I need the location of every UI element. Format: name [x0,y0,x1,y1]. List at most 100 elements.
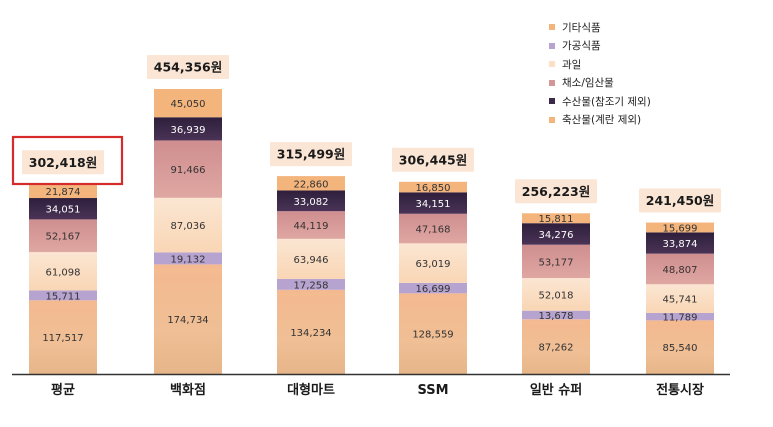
data-label: 16,699 [416,284,451,295]
data-label: 53,177 [539,257,574,268]
data-label: 34,276 [539,230,574,241]
bar-segment [154,197,222,253]
data-label: 34,151 [416,199,451,210]
data-label: 13,678 [539,311,574,322]
bar-segment [29,198,97,220]
legend-label: 과일 [562,58,582,71]
total-label: 241,450원 [646,193,714,208]
bar-segment [277,211,345,239]
data-label: 45,741 [663,295,698,306]
data-label: 48,807 [663,265,698,276]
bar-segment [29,252,97,291]
legend-swatch [549,24,555,31]
data-label: 85,540 [663,343,698,354]
legend-swatch [549,79,555,86]
bar-segment [646,232,714,254]
data-label: 117,517 [42,333,83,344]
data-label: 174,734 [167,315,208,326]
legend-swatch [549,42,555,49]
legend-item: 수산물(참조기 제외) [549,92,651,111]
total-label: 256,223원 [522,184,590,199]
total-label-background [22,150,104,175]
legend-item: 축산물(계란 제외) [549,111,651,130]
bar-segment [277,238,345,279]
bar-segment [29,290,97,301]
category-label: SSM [417,383,448,398]
legend-item: 채소/임산물 [549,74,651,93]
bar-segment [646,320,714,374]
data-label: 33,874 [663,239,698,250]
bar-segment [154,140,222,198]
legend-item: 기타식품 [549,18,651,37]
legend-swatch [549,61,555,68]
data-label: 22,860 [294,179,329,190]
legend-label: 축산물(계란 제외) [562,114,642,127]
bar-segment [29,219,97,253]
category-label: 일반 슈퍼 [530,382,582,398]
bar-segment [522,310,590,320]
data-label: 134,234 [290,328,331,339]
bar-segment [399,243,467,283]
bar-segment [522,278,590,311]
data-label: 21,874 [46,187,81,198]
bar-segment [399,192,467,214]
data-label: 36,939 [171,125,206,136]
legend-label: 수산물(참조기 제외) [562,95,651,108]
bar-segment [522,244,590,279]
data-label: 63,019 [416,259,451,270]
bar-segment [399,282,467,294]
bar-segment [277,190,345,212]
bar-segment [522,223,590,245]
bar-segment [646,222,714,233]
bar-segment [522,319,590,374]
category-label: 전통시장 [656,382,704,398]
total-label: 315,499원 [277,147,345,162]
bar-segment [646,253,714,285]
legend-item: 과일 [549,55,651,74]
total-label-background [147,54,229,79]
highlight-box [11,135,124,186]
category-label: 백화점 [170,382,206,398]
data-label: 11,789 [663,313,698,324]
bar-segment [277,278,345,290]
legend-swatch [549,116,555,123]
bar-segment [277,289,345,374]
total-label-background [515,179,597,204]
category-label: 대형마트 [287,382,335,398]
total-label: 454,356원 [154,59,222,74]
bar-segment [399,181,467,193]
total-label-background [270,142,352,167]
bar-segment [154,88,222,118]
legend-label: 가공식품 [562,40,601,53]
bar-segment [154,264,222,374]
bar-segment [399,293,467,374]
data-label: 63,946 [294,255,329,266]
bar-segment [277,176,345,191]
bar-segment [154,252,222,265]
category-label: 평균 [51,382,75,398]
bar-segment [646,284,714,313]
data-label: 47,168 [416,225,451,236]
data-label: 15,711 [46,291,81,302]
data-label: 61,098 [46,267,81,278]
data-label: 91,466 [171,165,206,176]
data-label: 19,132 [171,254,206,265]
bar-segment [646,312,714,321]
data-label: 15,699 [663,223,698,234]
data-label: 128,559 [412,330,453,341]
bar-segment [29,184,97,199]
data-label: 16,850 [416,183,451,194]
data-label: 34,051 [46,205,81,216]
bar-segment [399,213,467,244]
legend-item: 가공식품 [549,37,651,56]
data-label: 44,119 [294,221,329,232]
data-label: 17,258 [294,280,329,291]
total-label: 302,418원 [29,155,97,170]
total-label-background [392,147,474,172]
legend-label: 채소/임산물 [562,77,614,90]
bar-segment [29,300,97,374]
data-label: 52,167 [46,232,81,243]
